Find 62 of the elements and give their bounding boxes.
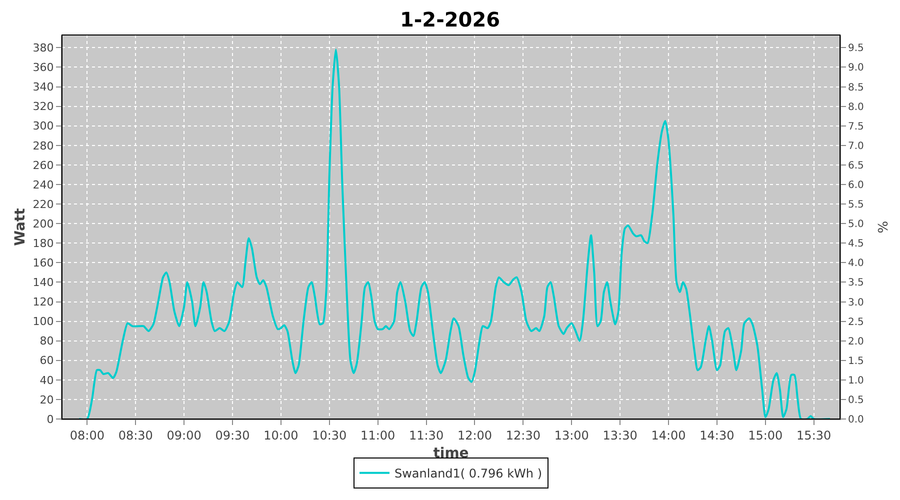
y2-tick-label: 2.0: [848, 336, 864, 348]
y-tick-label: 180: [32, 236, 54, 250]
y-tick-label: 300: [32, 120, 54, 133]
y2-axis-title: %: [876, 220, 892, 234]
y-tick-label: 200: [32, 217, 54, 230]
x-tick-label: 10:00: [264, 428, 298, 442]
y2-tick-label: 1.0: [848, 375, 864, 386]
x-tick-label: 13:00: [554, 428, 589, 442]
y2-tick-label: 8.5: [848, 82, 864, 94]
y2-tick-label: 1.5: [848, 356, 864, 367]
y-tick-label: 340: [32, 80, 54, 94]
y-tick-label: 380: [32, 42, 54, 55]
y2-tick-label: 9.0: [848, 62, 864, 74]
x-tick-label: 11:30: [408, 428, 444, 442]
y-tick-label: 140: [32, 276, 54, 290]
y2-tick-label: 3.5: [848, 278, 864, 289]
y2-tick-label: 3.0: [848, 297, 864, 308]
y-tick-label: 240: [32, 178, 54, 192]
y-tick-label: 60: [40, 354, 54, 368]
x-tick-label: 09:00: [166, 428, 202, 442]
y-tick-label: 220: [32, 198, 54, 211]
y-tick-label: 0: [46, 412, 54, 426]
y-tick-label: 20: [40, 393, 54, 406]
x-tick-label: 15:00: [748, 428, 783, 442]
y-tick-label: 260: [32, 158, 54, 172]
x-tick-label: 14:30: [700, 428, 734, 442]
y-tick-label: 320: [32, 100, 54, 114]
y2-tick-label: 6.0: [848, 180, 864, 191]
y-tick-label: 280: [32, 139, 54, 152]
x-tick-label: 08:30: [118, 428, 153, 442]
y-tick-label: 160: [32, 256, 54, 270]
x-tick-label: 12:30: [506, 428, 540, 442]
x-tick-label: 08:00: [70, 428, 104, 442]
x-tick-label: 15:30: [796, 428, 832, 442]
y2-tick-label: 8.0: [848, 102, 864, 113]
y2-tick-label: 0.0: [848, 414, 864, 426]
y-tick-label: 80: [40, 334, 54, 348]
y2-tick-label: 6.5: [848, 160, 864, 172]
x-tick-label: 09:30: [215, 428, 250, 442]
y2-tick-label: 5.5: [848, 200, 864, 211]
x-tick-label: 12:00: [457, 428, 492, 442]
legend-label: Swanland1( 0.796 kWh ): [394, 466, 542, 481]
x-axis-title: time: [433, 446, 469, 462]
x-tick-label: 13:30: [602, 428, 638, 442]
y-tick-label: 360: [32, 61, 54, 74]
x-tick-label: 11:00: [360, 428, 396, 442]
x-tick-label: 14:00: [651, 428, 686, 442]
y-tick-label: 100: [32, 315, 54, 328]
chart-title: 1-2-2026: [400, 8, 500, 32]
y2-tick-label: 9.5: [848, 43, 864, 54]
y-tick-label: 120: [32, 296, 54, 309]
y-axis-title: Watt: [12, 208, 28, 246]
x-tick-label: 10:30: [312, 428, 347, 442]
y2-tick-label: 4.0: [848, 258, 864, 270]
y2-tick-label: 5.0: [848, 219, 864, 230]
y2-tick-label: 4.5: [848, 238, 864, 250]
y2-tick-label: 7.5: [848, 121, 864, 132]
y2-tick-label: 7.0: [848, 140, 864, 152]
y-tick-label: 40: [40, 374, 54, 387]
y2-tick-label: 2.5: [848, 316, 864, 328]
y2-tick-label: 0.5: [848, 394, 864, 406]
line-series: [78, 48, 832, 419]
